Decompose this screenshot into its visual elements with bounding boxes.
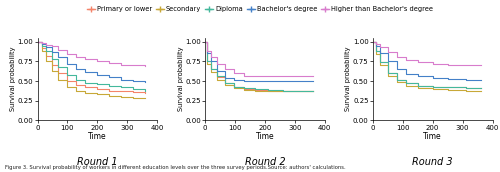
Y-axis label: Survival probability: Survival probability	[346, 47, 352, 111]
X-axis label: Time: Time	[256, 132, 274, 141]
Text: Round 1: Round 1	[77, 157, 118, 167]
Text: Round 2: Round 2	[244, 157, 286, 167]
Legend: Primary or lower, Secondary, Diploma, Bachelor's degree, Higher than Bachelor's : Primary or lower, Secondary, Diploma, Ba…	[84, 3, 436, 15]
X-axis label: Time: Time	[88, 132, 106, 141]
X-axis label: Time: Time	[424, 132, 442, 141]
Y-axis label: Survival probability: Survival probability	[178, 47, 184, 111]
Text: Figure 3. Survival probability of workers in different education levels over the: Figure 3. Survival probability of worker…	[5, 165, 345, 170]
Text: Round 3: Round 3	[412, 157, 453, 167]
Y-axis label: Survival probability: Survival probability	[10, 47, 16, 111]
